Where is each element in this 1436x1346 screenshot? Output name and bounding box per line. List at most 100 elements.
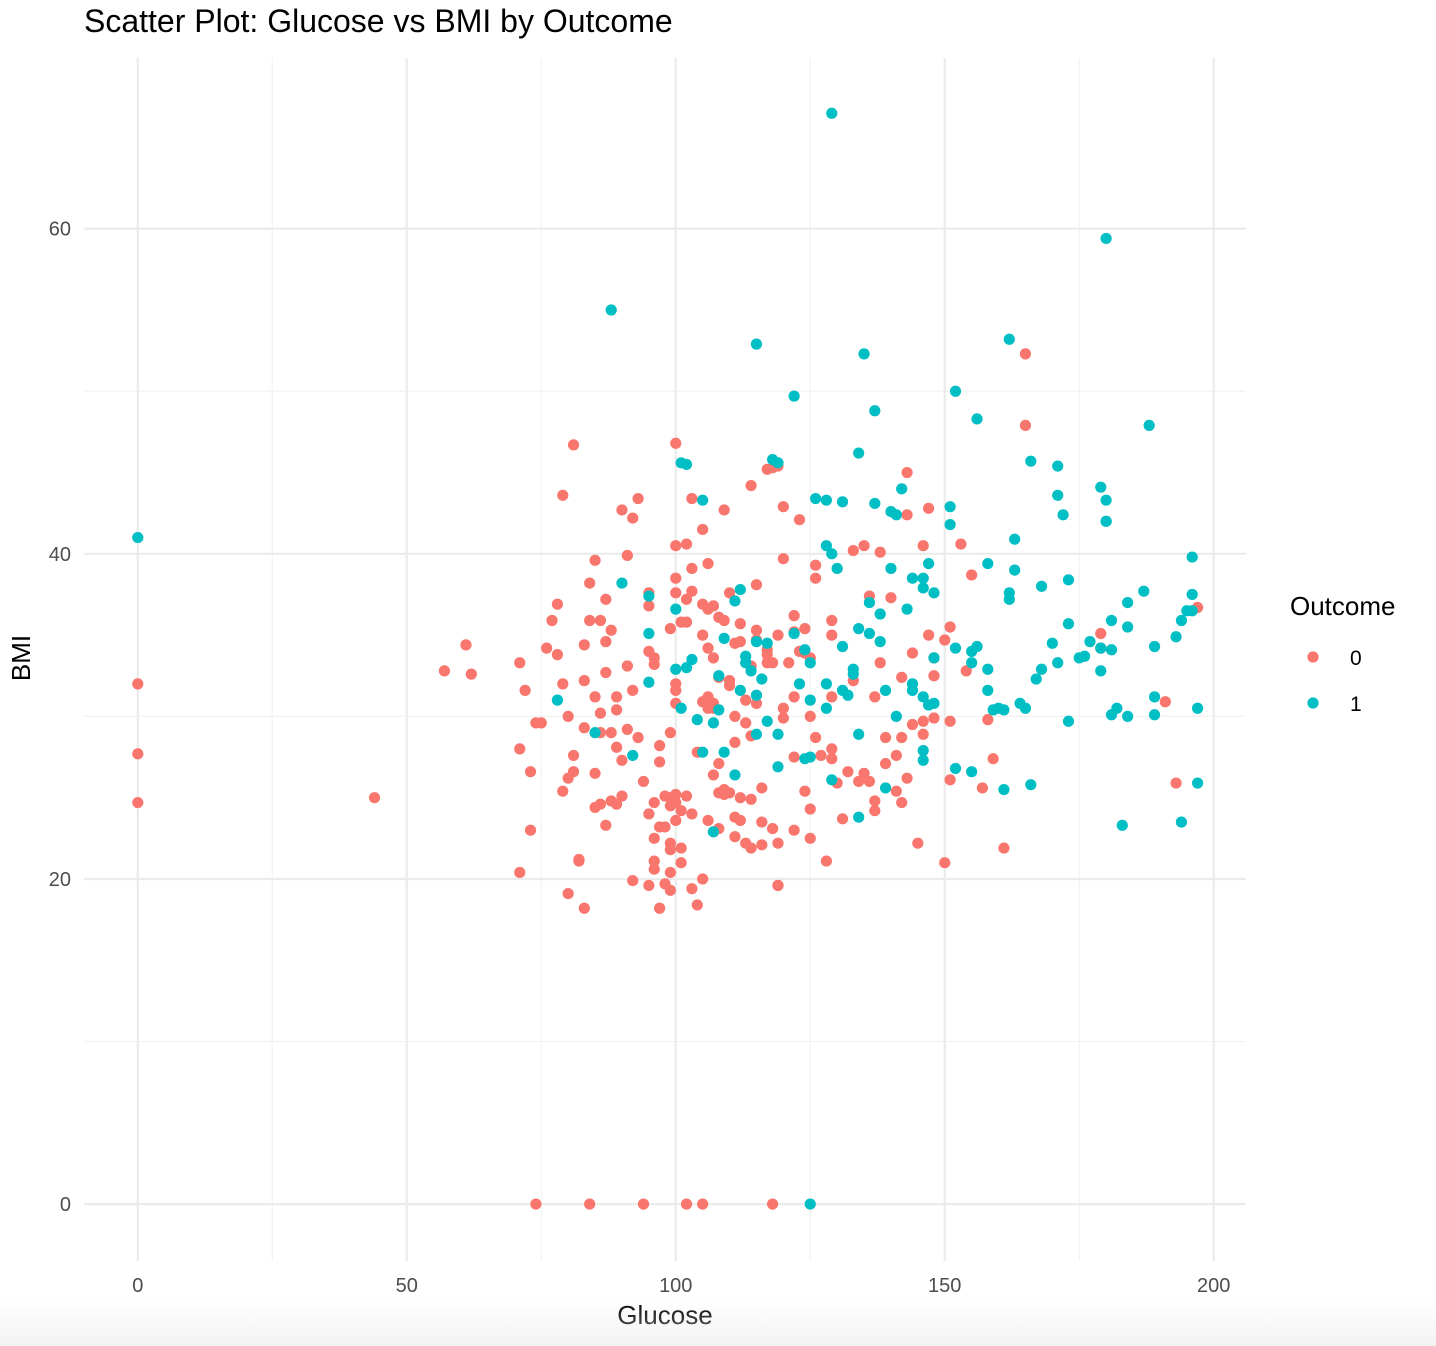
scatter-point (1111, 702, 1123, 714)
scatter-point (734, 618, 746, 630)
scatter-point (670, 572, 682, 584)
scatter-point (729, 710, 741, 722)
x-axis-title: Glucose (617, 1300, 712, 1330)
scatter-point (928, 697, 940, 709)
scatter-point (793, 678, 806, 690)
scatter-point (670, 814, 682, 827)
scatter-point (820, 702, 832, 714)
scatter-point (1025, 455, 1037, 467)
scatter-point (906, 684, 919, 696)
scatter-point (702, 642, 714, 654)
scatter-point (729, 831, 741, 843)
scatter-point (616, 754, 628, 766)
y-axis-ticks: 0 20 40 60 (49, 219, 71, 1216)
scatter-point (675, 702, 687, 714)
scatter-point (514, 743, 526, 755)
scatter-point (697, 629, 709, 641)
scatter-point (1062, 715, 1075, 727)
x-tick-label: 100 (659, 1275, 692, 1297)
scatter-point (734, 792, 746, 804)
scatter-point (777, 553, 789, 565)
scatter-point (896, 731, 908, 744)
scatter-point (788, 691, 800, 703)
scatter-point (890, 785, 902, 797)
scatter-point (664, 866, 676, 879)
scatter-point (664, 727, 676, 739)
scatter-point (460, 639, 472, 651)
scatter-point (1003, 593, 1015, 605)
scatter-point (1148, 691, 1161, 703)
scatter-point (998, 783, 1010, 796)
scatter-point (939, 634, 951, 646)
scatter-point (1105, 614, 1118, 627)
scatter-point (923, 502, 935, 514)
scatter-point (659, 821, 671, 833)
scatter-point (783, 657, 795, 669)
scatter-point (804, 657, 816, 669)
scatter-point (1186, 551, 1198, 563)
scatter-point (944, 501, 956, 513)
scatter-point (610, 704, 623, 716)
scatter-point (820, 540, 832, 552)
y-tick-label: 20 (49, 869, 71, 891)
scatter-point (584, 614, 596, 627)
scatter-point (917, 572, 929, 584)
scatter-point (879, 684, 892, 696)
scatter-point (1025, 779, 1037, 791)
scatter-point (610, 798, 623, 810)
scatter-point (788, 610, 800, 622)
x-axis-ticks: 0 50 100 150 200 (132, 1275, 1230, 1297)
scatter-point (594, 798, 607, 810)
scatter-point (1100, 232, 1112, 245)
scatter-point (702, 557, 714, 570)
scatter-point (750, 689, 763, 701)
scatter-point (729, 736, 741, 749)
scatter-point (1100, 494, 1112, 506)
scatter-point (853, 447, 865, 459)
x-tick-label: 50 (396, 1275, 418, 1297)
scatter-point (718, 504, 730, 516)
scatter-point (567, 439, 580, 451)
scatter-point (966, 657, 978, 669)
scatter-point (664, 884, 676, 896)
scatter-point (976, 782, 988, 794)
scatter-point (810, 492, 822, 505)
scatter-point (1009, 533, 1021, 545)
scatter-point (562, 887, 574, 900)
scatter-point (567, 749, 580, 762)
scatter-point (820, 855, 832, 867)
scatter-point (643, 879, 655, 892)
scatter-point (1003, 333, 1015, 345)
scatter-point (584, 1198, 596, 1210)
scatter-point (675, 842, 687, 854)
scatter-point (1143, 419, 1155, 432)
scatter-point (605, 304, 617, 316)
scatter-point (960, 665, 972, 677)
scatter-point (729, 769, 741, 781)
scatter-point (756, 816, 768, 828)
scatter-point (1186, 605, 1198, 617)
scatter-point (966, 766, 978, 778)
grid-lines (84, 58, 1246, 1261)
scatter-point (863, 597, 876, 609)
scatter-point (804, 832, 816, 844)
scatter-point (654, 902, 666, 914)
scatter-point (836, 640, 849, 653)
scatter-point (836, 496, 849, 508)
scatter-point (810, 572, 822, 584)
scatter-point (869, 497, 881, 510)
scatter-point (600, 819, 612, 831)
scatter-point (745, 665, 757, 677)
scatter-point (605, 624, 617, 636)
legend-title: Outcome (1290, 591, 1396, 621)
scatter-point (589, 727, 601, 739)
scatter-point (643, 627, 655, 640)
scatter-point (621, 549, 633, 562)
scatter-point (686, 562, 698, 575)
scatter-point (1084, 636, 1096, 648)
scatter-point (1122, 597, 1134, 609)
scatter-point (557, 678, 569, 690)
scatter-point (944, 518, 956, 531)
scatter-point (901, 509, 913, 521)
scatter-point (368, 792, 381, 804)
